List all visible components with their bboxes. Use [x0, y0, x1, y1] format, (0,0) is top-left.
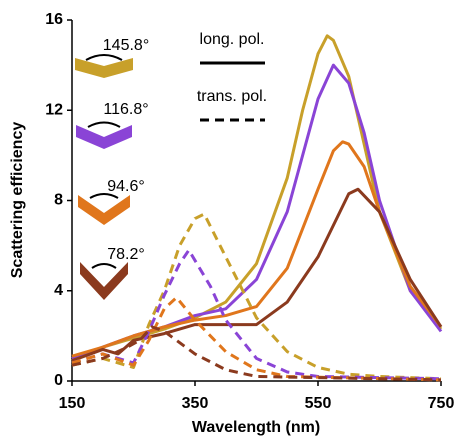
angle-icon: [76, 125, 132, 149]
series-line: [71, 140, 443, 358]
series-line: [71, 325, 442, 382]
x-tick-label: 350: [182, 395, 209, 412]
y-tick-label: 12: [45, 101, 63, 118]
angle-icon: [80, 262, 128, 300]
angle-label: 116.8°: [103, 101, 148, 118]
x-axis-title: Wavelength (nm): [192, 419, 320, 436]
angle-label: 94.6°: [107, 178, 145, 195]
angle-icon: [78, 195, 130, 225]
series-line: [71, 296, 442, 382]
series-line: [71, 212, 442, 381]
angle-arc: [91, 263, 117, 269]
angle-icon: [75, 58, 133, 78]
y-tick-label: 0: [54, 372, 63, 389]
angle-arc: [87, 121, 121, 128]
angle-arc: [89, 193, 119, 199]
legend-label: trans. pol.: [197, 88, 267, 105]
legend-icons: [75, 54, 133, 300]
y-tick-label: 8: [54, 192, 63, 209]
angle-label: 145.8°: [103, 37, 149, 54]
y-tick-label: 4: [54, 282, 63, 299]
x-tick-label: 550: [305, 395, 332, 412]
legend-label: long. pol.: [200, 31, 265, 48]
x-tick-label: 750: [428, 395, 455, 412]
series-line: [71, 34, 443, 363]
y-tick-label: 16: [45, 11, 63, 28]
angle-label: 78.2°: [107, 246, 145, 263]
angle-arc: [85, 54, 123, 61]
x-tick-label: 150: [59, 395, 86, 412]
y-axis-title: Scattering efficiency: [9, 122, 26, 279]
